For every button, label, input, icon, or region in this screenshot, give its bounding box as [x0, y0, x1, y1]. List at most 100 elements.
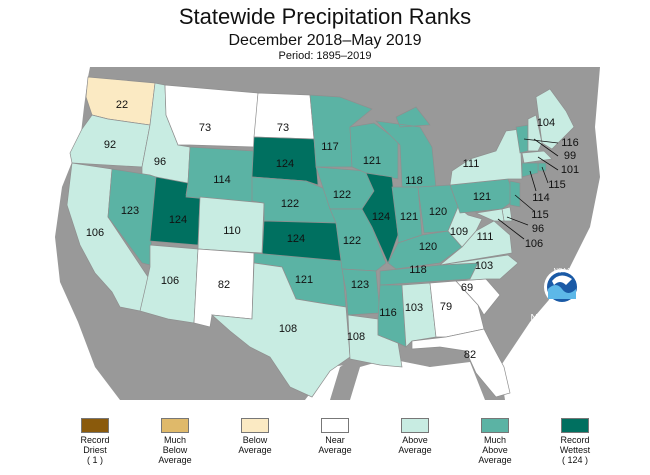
label-NV: 123	[121, 205, 139, 217]
state-TX	[210, 262, 351, 398]
label-NH: 99	[564, 150, 576, 162]
state-CT	[521, 162, 539, 178]
legend-item-below: Below Average	[220, 418, 290, 455]
label-VT: 116	[561, 137, 579, 149]
label-ME: 104	[537, 117, 555, 129]
legend-item-record-driest: Record Driest( 1 )	[60, 418, 130, 465]
legend-label: ( 1 )	[86, 455, 103, 465]
label-MN: 117	[321, 141, 339, 153]
legend-swatch	[161, 418, 189, 433]
label-WI: 121	[363, 155, 381, 167]
legend-label: Wettest	[559, 445, 591, 455]
label-MD: 106	[525, 238, 543, 250]
label-AR: 123	[351, 279, 369, 291]
label-TN: 118	[409, 264, 427, 276]
legend-label: Average	[238, 445, 272, 455]
label-KS: 124	[287, 233, 305, 245]
label-NE: 122	[281, 198, 299, 210]
label-WA: 22	[116, 99, 128, 111]
label-TX: 108	[279, 323, 297, 335]
legend-swatch	[561, 418, 589, 433]
label-NJ: 115	[531, 209, 549, 221]
us-precipitation-map: 22 92 106 96 123 124 106 73 114 110 82 7…	[0, 67, 650, 400]
noaa-date: Tue Jun 4 2019	[543, 346, 607, 356]
label-ID: 96	[154, 156, 166, 168]
legend-swatch	[81, 418, 109, 433]
map-svg: 22 92 106 96 123 124 106 73 114 110 82 7…	[0, 67, 650, 400]
noaa-logo-text: NOAA	[553, 269, 570, 275]
label-MI: 118	[405, 175, 423, 187]
label-IL: 124	[372, 211, 390, 223]
legend-label: Average	[318, 445, 352, 455]
label-LA: 108	[347, 331, 365, 343]
legend-label: Below	[242, 435, 268, 445]
legend-item-record-wettest: Record Wettest( 124 )	[540, 418, 610, 465]
state-WI	[349, 122, 399, 180]
legend-item-much-below: Much Below Average	[140, 418, 210, 465]
state-NC	[439, 254, 519, 282]
noaa-logo-icon: NOAA	[544, 269, 580, 305]
label-VA: 111	[477, 231, 494, 243]
label-WY: 114	[213, 174, 231, 186]
legend-label: Average	[398, 445, 432, 455]
label-NM: 82	[218, 279, 230, 291]
state-MA	[521, 150, 553, 164]
legend-label: Above	[402, 435, 428, 445]
atlantic-ocean	[500, 67, 650, 400]
legend-label: Below	[162, 445, 188, 455]
state-NJ	[509, 180, 521, 208]
leader-lines	[497, 138, 559, 240]
legend-label: Above	[482, 445, 508, 455]
map-title: Statewide Precipitation Ranks	[178, 4, 472, 29]
legend-label: Much	[163, 435, 186, 445]
label-GA: 79	[440, 301, 452, 313]
noaa-line1: National Centers for	[530, 313, 620, 324]
legend-item-much-above: Much Above Average	[460, 418, 530, 465]
label-CT: 114	[532, 192, 550, 204]
state-OR	[69, 114, 151, 168]
map-period: Period: 1895–2019	[278, 50, 372, 62]
label-CA: 106	[86, 227, 104, 239]
noaa-credit: National Centers for Environmental Infor…	[520, 313, 630, 346]
legend-swatch	[481, 418, 509, 433]
state-SD	[251, 136, 319, 186]
state-MD	[474, 208, 505, 222]
label-AZ: 106	[161, 275, 179, 287]
label-PA: 121	[473, 191, 491, 203]
legend-label: Record	[80, 435, 110, 445]
label-MO: 122	[343, 235, 361, 247]
legend-item-near: Near Average	[300, 418, 370, 455]
legend-label: Much	[483, 435, 506, 445]
label-FL: 82	[464, 349, 476, 361]
legend-label: Near	[325, 435, 345, 445]
label-OK: 121	[295, 274, 313, 286]
label-SD: 124	[276, 158, 294, 170]
state-AR	[341, 268, 381, 316]
map-subtitle: December 2018–May 2019	[228, 32, 422, 49]
label-MS: 116	[379, 307, 397, 319]
legend-swatch	[321, 418, 349, 433]
legend-item-above: Above Average	[380, 418, 450, 455]
legend-label: Average	[158, 455, 192, 465]
legend-swatch	[241, 418, 269, 433]
pacific-ocean	[0, 67, 120, 400]
noaa-line3: Information	[549, 335, 601, 346]
label-AL: 103	[405, 302, 423, 314]
label-MA: 101	[561, 164, 579, 176]
legend-label: Driest	[83, 445, 107, 455]
label-NC: 103	[475, 260, 493, 272]
legend-label: Average	[478, 455, 512, 465]
state-FL	[411, 328, 511, 398]
label-MT: 73	[199, 122, 211, 134]
noaa-line2: Environmental	[543, 324, 607, 335]
label-NY: 111	[463, 158, 480, 170]
label-OH: 120	[429, 206, 447, 218]
label-ND: 73	[277, 122, 289, 134]
legend: Record Driest( 1 ) Much Below Average Below…	[60, 418, 620, 475]
label-IN: 121	[400, 211, 418, 223]
label-DE: 96	[532, 223, 544, 235]
legend-label: ( 124 )	[561, 455, 588, 465]
label-UT: 124	[169, 214, 187, 226]
legend-label: Record	[560, 435, 590, 445]
state-MT	[164, 84, 259, 148]
